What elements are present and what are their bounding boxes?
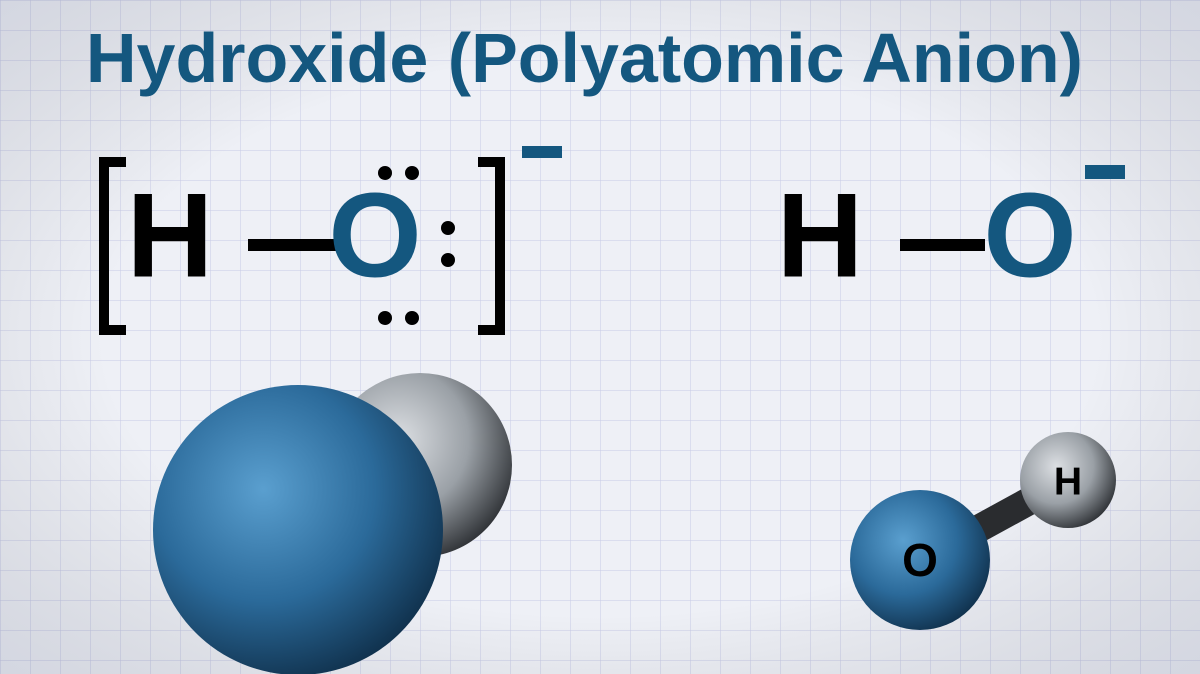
hydrogen-ball-label: H xyxy=(1054,460,1082,503)
left-bracket xyxy=(104,162,126,330)
oxygen-ball-label: O xyxy=(902,534,938,586)
oxygen-sphere xyxy=(153,385,443,674)
right-bracket xyxy=(478,162,500,330)
lone-pair-dot xyxy=(378,166,392,180)
oxygen-label: O xyxy=(328,169,421,303)
diagram-layer: H O H O O H xyxy=(0,0,1200,674)
lone-pair-dot xyxy=(405,166,419,180)
diagram-canvas: Hydroxide (Polyatomic Anion) H O H O xyxy=(0,0,1200,674)
lone-pair-dot xyxy=(441,221,455,235)
simple-formula: H O xyxy=(777,169,1125,303)
lewis-structure: H O xyxy=(104,152,562,330)
hydrogen-label: H xyxy=(127,169,214,303)
lone-pair-dot xyxy=(441,253,455,267)
ball-stick-model: O H xyxy=(850,432,1116,630)
spacefill-model xyxy=(153,373,512,674)
lone-pair-dot xyxy=(405,311,419,325)
oxygen-label: O xyxy=(983,169,1076,303)
hydrogen-label: H xyxy=(777,169,864,303)
lone-pair-dot xyxy=(378,311,392,325)
